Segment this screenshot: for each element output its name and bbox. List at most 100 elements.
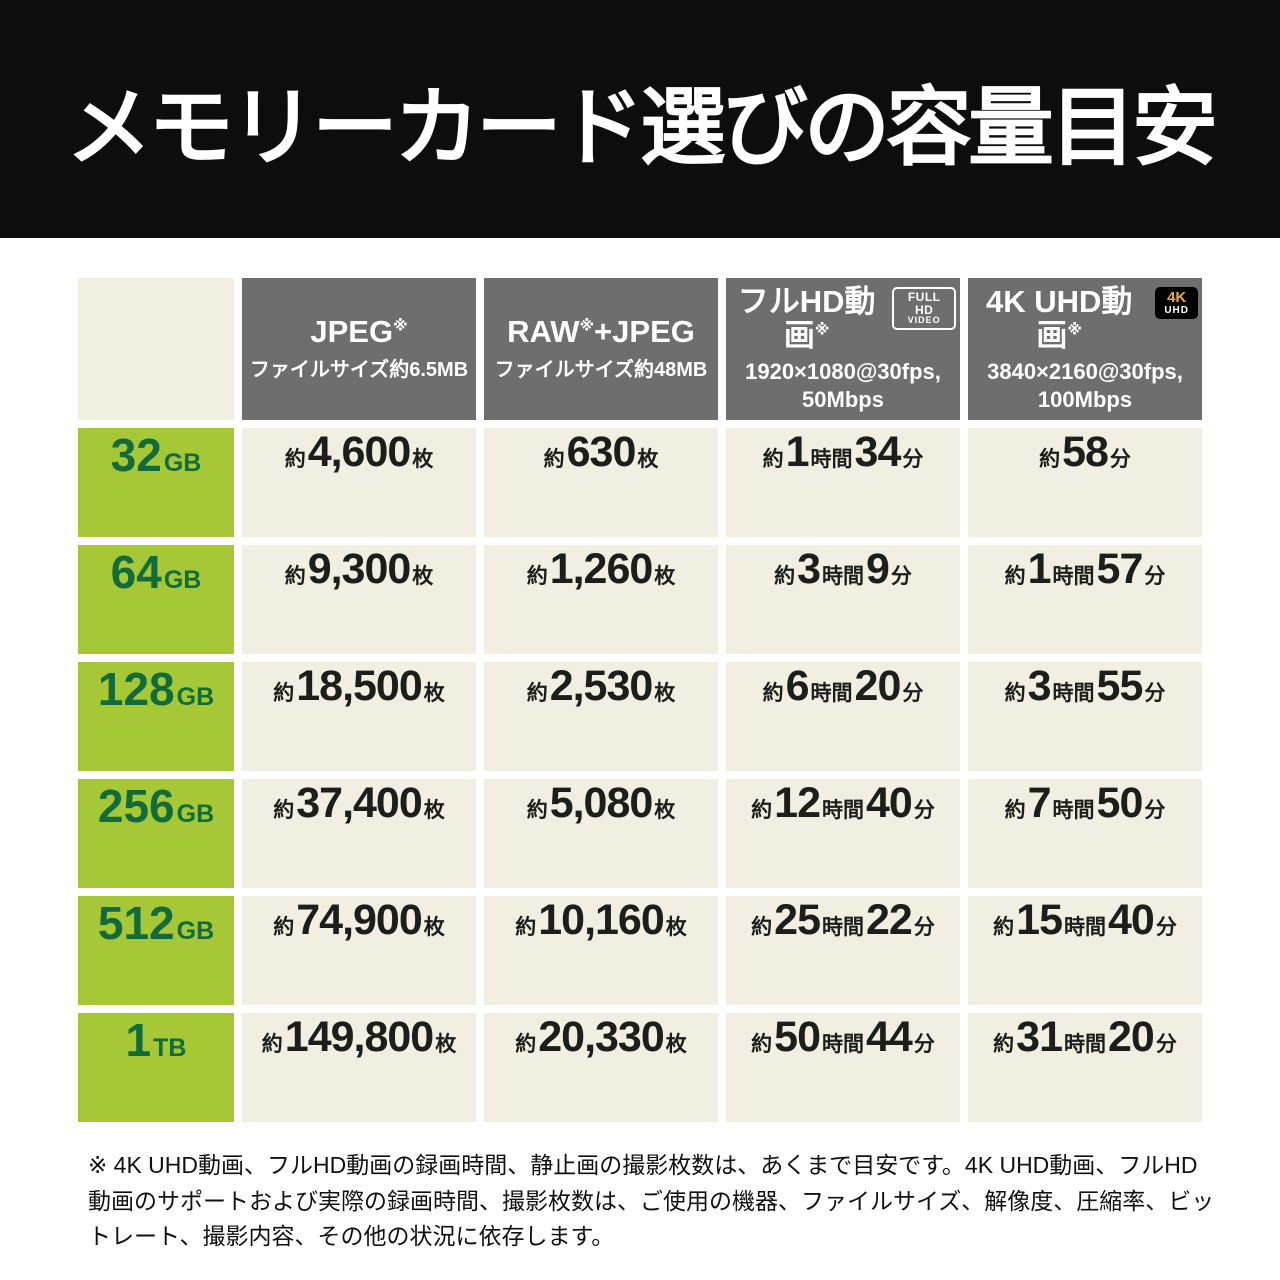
page-title: メモリーカード選びの容量目安	[66, 79, 1218, 176]
note-mark: ※	[1067, 321, 1082, 339]
cell-unit: 分	[902, 448, 924, 471]
cell-unit: 約	[762, 448, 784, 471]
data-cell: 約 37,400 枚	[242, 779, 476, 888]
cell-unit: 約	[515, 1033, 537, 1056]
cell-unit: 約	[993, 1033, 1015, 1056]
cell-value: 3	[1027, 662, 1052, 710]
cell-unit: 枚	[654, 799, 676, 822]
column-title: RAW※+JPEG	[507, 314, 695, 350]
cell-value: 40	[866, 779, 913, 827]
data-cell: 約 74,900 枚	[242, 896, 476, 1005]
data-cell: 約 50 時間 44 分	[726, 1013, 960, 1122]
cell-unit: 時間	[822, 799, 864, 822]
cell-unit: 時間	[822, 565, 864, 588]
cell-unit: 時間	[1052, 565, 1095, 588]
cell-value: 6	[785, 662, 810, 710]
data-cell: 約 10,160 枚	[484, 896, 718, 1005]
column-title-row: 4K UHD動画※ 4K UHD	[972, 283, 1198, 353]
capacity-number: 32	[110, 429, 162, 481]
column-header-4k-uhd: 4K UHD動画※ 4K UHD 3840×2160@30fps, 100Mbp…	[968, 278, 1202, 420]
cell-value: 74,900	[296, 896, 423, 944]
cell-unit: 約	[284, 565, 306, 588]
cell-unit: 約	[526, 565, 548, 588]
cell-unit: 約	[774, 565, 796, 588]
column-title: 4K UHD動画※	[985, 283, 1133, 353]
cell-unit: 約	[1004, 682, 1026, 705]
cell-unit: 枚	[665, 1033, 687, 1056]
cell-value: 20,330	[538, 1013, 665, 1061]
column-title-row: JPEG※	[310, 315, 407, 349]
cell-value: 1	[1027, 545, 1052, 593]
data-cell: 約 6 時間 20 分	[726, 662, 960, 771]
data-cell: 約 31 時間 20 分	[968, 1013, 1202, 1122]
data-cell: 約 1 時間 57 分	[968, 545, 1202, 654]
cell-unit: 枚	[423, 916, 445, 939]
cell-value: 1	[785, 428, 810, 476]
column-title-row: RAW※+JPEG	[507, 315, 695, 349]
data-cell: 約 25 時間 22 分	[726, 896, 960, 1005]
capacity-number: 128	[97, 663, 175, 715]
fullhd-video-badge: FULL HD VIDEO	[892, 286, 956, 330]
capacity-number: 512	[97, 897, 175, 949]
cell-unit: 約	[543, 448, 565, 471]
capacity-unit: GB	[176, 800, 215, 828]
cell-value: 34	[854, 428, 902, 476]
cell-unit: 時間	[1064, 1033, 1106, 1056]
column-header-jpeg: JPEG※ ファイルサイズ約6.5MB	[242, 278, 476, 420]
cell-value: 40	[1108, 896, 1155, 944]
data-cell: 約 1,260 枚	[484, 545, 718, 654]
4k-uhd-badge: 4K UHD	[1155, 286, 1198, 320]
note-mark: ※	[393, 318, 408, 336]
footnote: ※ 4K UHD動画、フルHD動画の録画時間、静止画の撮影枚数は、あくまで目安で…	[88, 1152, 1215, 1250]
data-cell: 約 20,330 枚	[484, 1013, 718, 1122]
cell-unit: 約	[751, 799, 773, 822]
cell-unit: 分	[1144, 565, 1166, 588]
cell-unit: 枚	[412, 565, 434, 588]
header-empty-cell	[78, 278, 234, 420]
cell-unit: 約	[273, 682, 295, 705]
cell-unit: 約	[1004, 799, 1026, 822]
cell-value: 50	[1096, 779, 1144, 827]
column-header-fullhd: フルHD動画※ FULL HD VIDEO 1920×1080@30fps, 5…	[726, 278, 960, 420]
cell-unit: 約	[526, 799, 548, 822]
cell-value: 22	[866, 896, 913, 944]
column-subtitle: 1920×1080@30fps, 50Mbps	[745, 359, 941, 412]
column-subtitle: ファイルサイズ約6.5MB	[249, 358, 469, 381]
cell-unit: 分	[913, 916, 935, 939]
capacity-unit: TB	[153, 1034, 187, 1062]
capacity-table: JPEG※ ファイルサイズ約6.5MB RAW※+JPEG ファイルサイズ約48…	[78, 278, 1202, 1122]
cell-unit: 時間	[810, 448, 853, 471]
cell-value: 20	[854, 662, 902, 710]
capacity-cell-256gb: 256 GB	[78, 779, 234, 888]
column-subtitle: ファイルサイズ約48MB	[494, 358, 708, 381]
cell-unit: 枚	[435, 1033, 457, 1056]
note-mark: ※	[579, 318, 595, 336]
data-cell: 約 4,600 枚	[242, 428, 476, 537]
cell-unit: 枚	[665, 916, 687, 939]
cell-unit: 分	[890, 565, 912, 588]
cell-unit: 約	[284, 448, 306, 471]
capacity-unit: GB	[176, 917, 215, 945]
capacity-unit: GB	[176, 683, 215, 711]
cell-value: 9,300	[307, 545, 412, 593]
cell-unit: 分	[913, 1033, 935, 1056]
cell-unit: 分	[913, 799, 935, 822]
cell-value: 5,080	[549, 779, 654, 827]
cell-value: 630	[566, 428, 637, 476]
cell-unit: 約	[273, 799, 295, 822]
cell-value: 18,500	[296, 662, 423, 710]
cell-value: 57	[1096, 545, 1144, 593]
data-cell: 約 149,800 枚	[242, 1013, 476, 1122]
cell-unit: 枚	[423, 682, 445, 705]
data-cell: 約 18,500 枚	[242, 662, 476, 771]
cell-unit: 枚	[423, 799, 445, 822]
cell-value: 58	[1062, 428, 1109, 476]
cell-unit: 枚	[654, 682, 676, 705]
cell-unit: 約	[762, 682, 784, 705]
cell-unit: 分	[1155, 916, 1177, 939]
cell-value: 15	[1016, 896, 1063, 944]
cell-unit: 約	[751, 1033, 773, 1056]
cell-value: 25	[774, 896, 821, 944]
cell-unit: 約	[993, 916, 1015, 939]
cell-value: 149,800	[284, 1013, 434, 1061]
